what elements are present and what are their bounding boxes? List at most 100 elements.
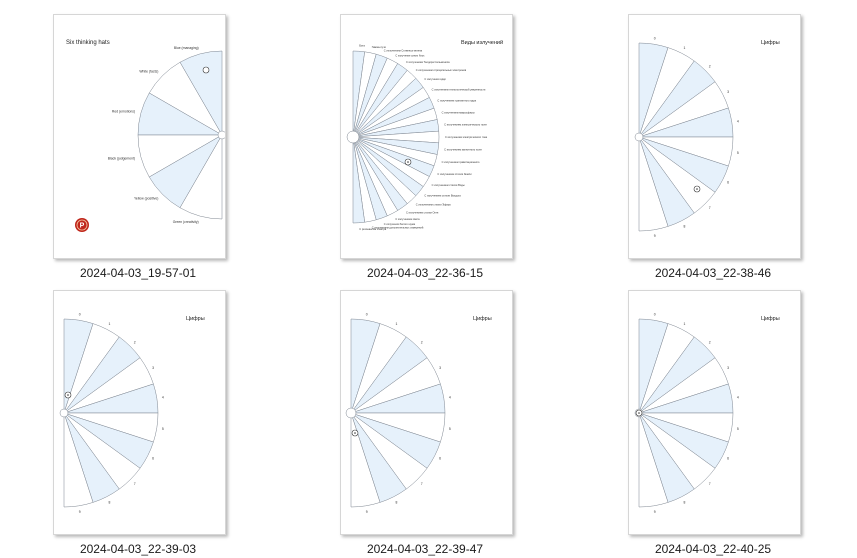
fan-center-hub	[634, 132, 644, 142]
sector-label: С излучением электрического поля	[444, 123, 487, 127]
sector-label: 3	[727, 366, 729, 370]
sector-label: С излучением отрицательных электронов	[416, 68, 467, 72]
sector-label: 8	[683, 500, 685, 504]
sector-label: 9	[366, 510, 368, 514]
sector-label: 9	[79, 510, 81, 514]
sector-label: С излучением стихии Земли	[437, 172, 472, 176]
sector-label: С излучением стихии Эфира	[416, 202, 451, 206]
page-title: Six thinking hats	[66, 40, 110, 46]
thumbnail-preview[interactable]: Цифры 0 1 2 3 4 5 6 7 8 9	[628, 290, 801, 535]
sector-label: 5	[737, 427, 739, 431]
sector-label: 1	[683, 322, 685, 326]
sector-label: 8	[108, 500, 110, 504]
thumbnail-caption: 2024-04-03_22-39-47	[366, 542, 484, 556]
sector-label: Green (creativity)	[173, 220, 199, 224]
thumbnail-caption: 2024-04-03_22-40-25	[654, 542, 772, 556]
page-title: Цифры	[761, 40, 780, 46]
chart-radiations: Виды излучений Бэта Гамма-лучи С излучение…	[346, 39, 503, 231]
chart-sector	[352, 136, 365, 224]
sector-label: 4	[737, 396, 739, 400]
sector-label: 6	[439, 457, 441, 461]
chart-six-hats: Six thinking hats Blue (managing) White (…	[66, 40, 225, 232]
fan-chart: 0 1 2 3 4 5 6 7 8 9	[59, 312, 164, 514]
sector-label: 4	[162, 396, 164, 400]
sector-label: 9	[654, 234, 656, 238]
sector-label: 8	[395, 500, 397, 504]
sector-label: Бэта	[359, 43, 365, 47]
sector-label: С излучения ядер	[424, 77, 446, 81]
sector-label: С излучением стихии Огня	[406, 210, 439, 214]
sector-label: 7	[134, 482, 136, 486]
sector-label: 6	[727, 181, 729, 185]
sector-label: White (facts)	[139, 69, 158, 73]
thumbnail-preview[interactable]: Цифры 0 1 2 3 4 5 6 7 8 9	[53, 290, 226, 535]
page-title: Цифры	[473, 316, 492, 322]
thumbnail-preview[interactable]: Виды излучений Бэта Гамма-лучи С излучение…	[340, 14, 513, 259]
sector-label: 3	[152, 366, 154, 370]
sector-label: С излучением технологической уверенности	[432, 87, 486, 91]
fan-center-hub	[59, 408, 69, 418]
chart-digits: Цифры 0 1 2 3 4 5 6 7 8 9	[634, 36, 780, 238]
logo-icon: P	[75, 218, 89, 232]
sector-label: С излучением макросферы	[442, 110, 475, 114]
fan-center-hub	[345, 407, 357, 419]
sector-label: С излучением гравитационного	[442, 160, 480, 164]
sector-label: Red (emotions)	[112, 110, 135, 114]
sector-label: 9	[654, 510, 656, 514]
fan-chart: 0 1 2 3 4 5 6 7 8 9	[634, 312, 739, 514]
chart-digits: Цифры 0 1 2 3 4 5 6 7 8 9	[345, 312, 492, 514]
sector-label: 1	[683, 46, 685, 50]
page-title: Цифры	[761, 316, 780, 322]
thumbnail-preview[interactable]: Цифры 0 1 2 3 4 5 6 7 8 9	[340, 290, 513, 535]
thumbnail-caption: 2024-04-03_22-39-03	[79, 542, 197, 556]
thumbnail-caption: 2024-04-03_22-36-15	[366, 266, 484, 280]
sector-label: 7	[709, 206, 711, 210]
thumbnail-preview[interactable]: Цифры 0 1 2 3 4 5 6 7 8 9	[628, 14, 801, 259]
sector-label: 2	[134, 340, 136, 344]
page-title: Виды излучений	[461, 39, 503, 46]
fan-chart: Blue (managing) White (facts) Red (emotion…	[108, 46, 225, 224]
sector-label: С резонансом спектра	[359, 227, 387, 231]
sector-label: 4	[737, 120, 739, 124]
pendulum-marker-dot	[67, 394, 69, 396]
sector-label: С излучением Теодора Сальмоноса	[406, 60, 450, 64]
sector-label: 5	[449, 427, 451, 431]
sector-label: 5	[737, 151, 739, 155]
sector-label: 5	[162, 427, 164, 431]
sector-label: 4	[449, 396, 451, 400]
sector-label: С излучением магнитного поля	[444, 148, 482, 152]
sector-label: 6	[152, 457, 154, 461]
chart-sector	[179, 134, 223, 220]
sector-label: Yellow (positive)	[134, 197, 158, 201]
sector-label: 3	[727, 90, 729, 94]
sector-label: С излучением стихии Воздуха	[424, 193, 461, 197]
sector-label: 0	[79, 312, 81, 316]
sector-label: С излучением транзитного ядра	[437, 99, 476, 103]
sector-label: 0	[366, 312, 368, 316]
sector-label: 7	[421, 482, 423, 486]
thumbnail-preview[interactable]: Six thinking hats Blue (managing) White (…	[53, 14, 226, 259]
sector-label: 0	[654, 36, 656, 40]
sector-label: 2	[709, 340, 711, 344]
thumbnail-caption: 2024-04-03_19-57-01	[79, 266, 197, 280]
sector-label: 0	[654, 312, 656, 316]
chart-sector	[638, 136, 669, 232]
sector-label: 2	[421, 340, 423, 344]
pendulum-marker-dot	[354, 432, 356, 434]
sector-label: 1	[395, 322, 397, 326]
pendulum-marker-icon	[202, 66, 210, 74]
sector-label: 8	[683, 224, 685, 228]
chart-sector	[638, 412, 669, 508]
fan-chart: 0 1 2 3 4 5 6 7 8 9	[345, 312, 451, 514]
chart-sector	[350, 412, 381, 508]
sector-label: С излучением света	[395, 217, 420, 221]
sector-label: 2	[709, 64, 711, 68]
pendulum-marker-dot	[638, 412, 640, 414]
chart-digits: Цифры 0 1 2 3 4 5 6 7 8 9	[634, 312, 780, 514]
sector-label: 1	[108, 322, 110, 326]
sector-label: Гамма-лучи	[372, 45, 387, 49]
sector-label: С излучение синих блох	[395, 54, 425, 58]
fan-center-hub	[346, 130, 360, 144]
